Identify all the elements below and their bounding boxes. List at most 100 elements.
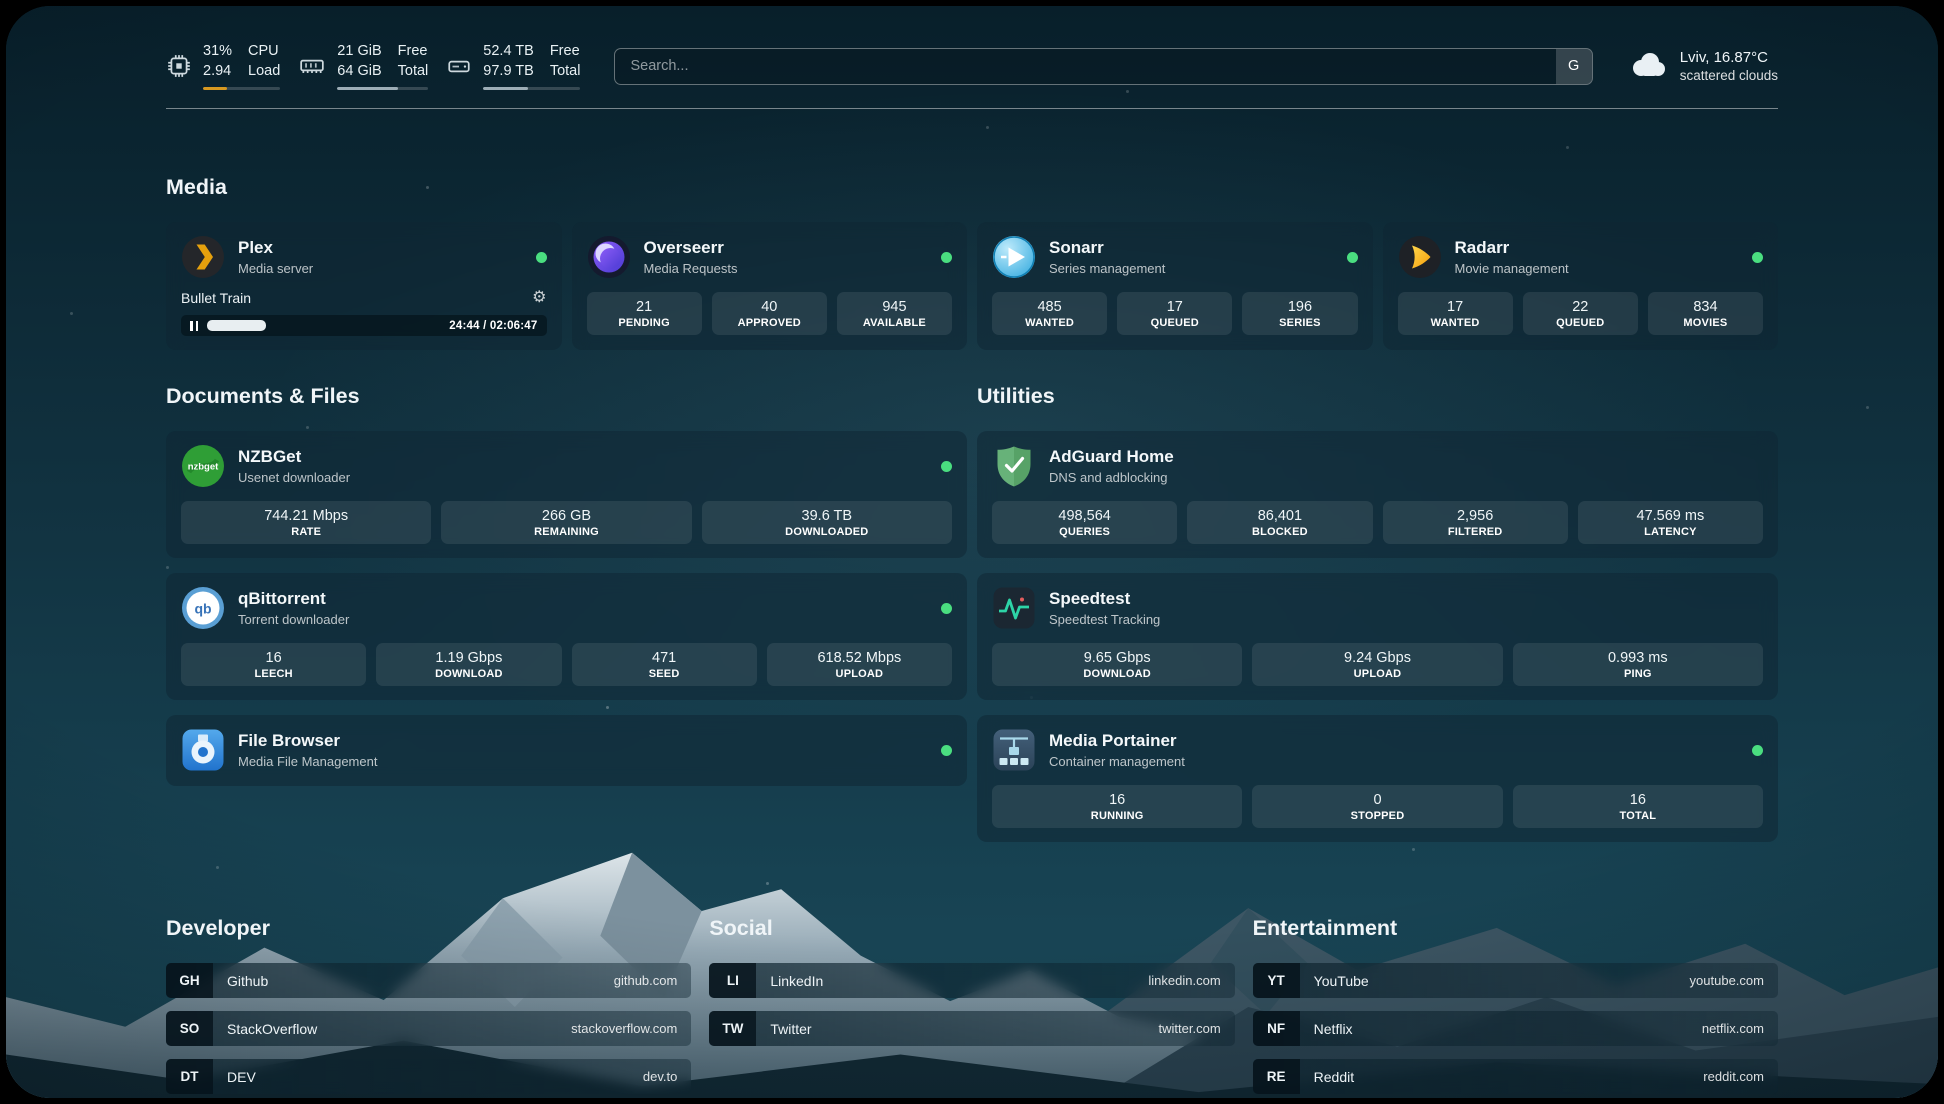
disk-total: 97.9 TB <box>483 62 534 79</box>
bookmark-dev[interactable]: DT DEV dev.to <box>166 1059 692 1095</box>
cpu-load: 2.94 <box>203 62 232 79</box>
bookmark-domain: dev.to <box>642 1069 678 1085</box>
adguard-icon <box>992 444 1036 488</box>
svg-text:qb: qb <box>194 601 211 617</box>
svg-text:nzbget: nzbget <box>188 462 219 473</box>
stat-leech: 16 LEECH <box>181 643 367 687</box>
service-card-speedtest[interactable]: Speedtest Speedtest Tracking 9.65 Gbps D… <box>977 573 1778 701</box>
cpu-label-bottom: Load <box>248 62 281 79</box>
service-name: Plex <box>238 238 273 258</box>
stat-total: 16 TOTAL <box>1512 785 1763 829</box>
now-playing-progress-bar[interactable]: 24:44 / 02:06:47 <box>181 315 547 337</box>
stat-running: 16 RUNNING <box>992 785 1243 829</box>
header-divider <box>166 108 1778 110</box>
service-card-adguard[interactable]: AdGuard Home DNS and adblocking 498,564 … <box>977 431 1778 559</box>
service-subtitle: Media server <box>238 261 314 277</box>
search-bar: G <box>614 47 1593 85</box>
service-name: File Browser <box>238 731 341 751</box>
dashboard-screen: 31% 2.94 CPU Load <box>6 6 1938 1098</box>
sonarr-icon <box>992 235 1036 279</box>
stat-blocked: 86,401 BLOCKED <box>1187 501 1373 545</box>
stat-upload: 618.52 Mbps UPLOAD <box>766 643 952 687</box>
nzbget-icon: nzbget <box>181 444 225 488</box>
stat-series: 196 SERIES <box>1242 292 1358 336</box>
section-documents: Documents & Files nzbget <box>166 384 967 842</box>
overseerr-icon <box>587 235 631 279</box>
memory-usage-bar <box>337 87 429 91</box>
service-card-overseerr[interactable]: Overseerr Media Requests 21 PENDING 40 A… <box>571 222 967 351</box>
section-title-media: Media <box>166 175 227 200</box>
weather-widget: Lviv, 16.87°C scattered clouds <box>1627 48 1778 85</box>
memory-total: 64 GiB <box>337 62 382 79</box>
service-card-qbittorrent[interactable]: qb qBittorrent Torrent downloader <box>166 573 967 701</box>
stat-download: 1.19 Gbps DOWNLOAD <box>376 643 562 687</box>
section-title-developer: Developer <box>166 916 270 941</box>
section-title-utilities: Utilities <box>977 384 1055 409</box>
service-card-nzbget[interactable]: nzbget NZBGet Usenet downloader 74 <box>166 431 967 559</box>
service-name: Overseerr <box>643 238 724 258</box>
now-playing-time: 24:44 / 02:06:47 <box>449 319 538 332</box>
stat-wanted: 17 WANTED <box>1397 292 1513 336</box>
bookmark-stackoverflow[interactable]: SO StackOverflow stackoverflow.com <box>166 1011 692 1047</box>
service-name: Media Portainer <box>1049 731 1177 751</box>
service-subtitle: Media File Management <box>238 754 378 770</box>
cpu-icon <box>166 53 192 79</box>
service-card-plex[interactable]: Plex Media server Bullet Train ⚙ 24:44 /… <box>166 222 562 351</box>
search-provider-button[interactable]: G <box>1555 48 1592 84</box>
bookmark-name: LinkedIn <box>770 972 824 989</box>
stat-downloaded: 39.6 TB DOWNLOADED <box>701 501 952 545</box>
memory-label-bottom: Total <box>397 62 429 79</box>
cpu-label-top: CPU <box>248 43 279 59</box>
disk-widget: 52.4 TB 97.9 TB Free Total <box>446 42 581 91</box>
bookmark-twitter[interactable]: TW Twitter twitter.com <box>709 1011 1235 1047</box>
section-social: Social LI LinkedIn linkedin.com TW Twitt… <box>709 916 1235 1094</box>
bookmark-abbr: TW <box>709 1011 757 1047</box>
service-subtitle: Container management <box>1049 754 1185 770</box>
service-card-radarr[interactable]: Radarr Movie management 17 WANTED 22 QUE… <box>1382 222 1778 351</box>
service-subtitle: Media Requests <box>643 261 738 277</box>
stat-queries: 498,564 QUERIES <box>992 501 1178 545</box>
plex-icon <box>181 235 225 279</box>
service-subtitle: Torrent downloader <box>238 612 350 628</box>
bookmark-abbr: LI <box>709 963 757 999</box>
bookmark-abbr: YT <box>1252 963 1300 999</box>
bookmark-domain: stackoverflow.com <box>571 1021 678 1037</box>
gear-icon[interactable]: ⚙ <box>532 289 547 307</box>
status-dot <box>1752 744 1763 756</box>
service-subtitle: Speedtest Tracking <box>1049 612 1161 628</box>
service-subtitle: DNS and adblocking <box>1049 470 1168 486</box>
service-card-filebrowser[interactable]: File Browser Media File Management <box>166 715 967 787</box>
stat-wanted: 485 WANTED <box>992 292 1108 336</box>
stat-queued: 17 QUEUED <box>1117 292 1233 336</box>
bookmark-netflix[interactable]: NF Netflix netflix.com <box>1252 1011 1778 1047</box>
status-dot <box>941 602 952 614</box>
service-card-portainer[interactable]: Media Portainer Container management 16 … <box>977 715 1778 843</box>
bookmark-linkedin[interactable]: LI LinkedIn linkedin.com <box>709 963 1235 999</box>
section-developer: Developer GH Github github.com SO StackO… <box>166 916 692 1095</box>
service-subtitle: Series management <box>1049 261 1166 277</box>
stat-rate: 744.21 Mbps RATE <box>181 501 432 545</box>
section-title-documents: Documents & Files <box>166 384 360 409</box>
section-title-entertainment: Entertainment <box>1252 916 1398 941</box>
progress-fill <box>207 320 267 332</box>
status-dot <box>941 251 952 263</box>
service-card-sonarr[interactable]: Sonarr Series management 485 WANTED 17 Q… <box>977 222 1373 351</box>
weather-condition: scattered clouds <box>1679 68 1778 84</box>
cloud-icon <box>1627 48 1667 85</box>
service-name: qBittorrent <box>238 589 326 609</box>
disk-label-top: Free <box>549 43 580 59</box>
bookmark-abbr: DT <box>166 1059 213 1095</box>
disk-free: 52.4 TB <box>483 43 534 59</box>
bookmark-domain: github.com <box>613 973 678 989</box>
service-name: AdGuard Home <box>1049 447 1174 467</box>
search-input[interactable] <box>615 48 1556 84</box>
pause-icon[interactable] <box>190 320 199 331</box>
bookmark-domain: netflix.com <box>1701 1021 1764 1037</box>
stat-available: 945 AVAILABLE <box>836 292 953 336</box>
bookmark-github[interactable]: GH Github github.com <box>166 963 692 999</box>
status-dot <box>941 460 952 472</box>
radarr-icon <box>1398 235 1442 279</box>
stat-upload: 9.24 Gbps UPLOAD <box>1252 643 1503 687</box>
bookmark-reddit[interactable]: RE Reddit reddit.com <box>1252 1059 1778 1095</box>
bookmark-youtube[interactable]: YT YouTube youtube.com <box>1252 963 1778 999</box>
